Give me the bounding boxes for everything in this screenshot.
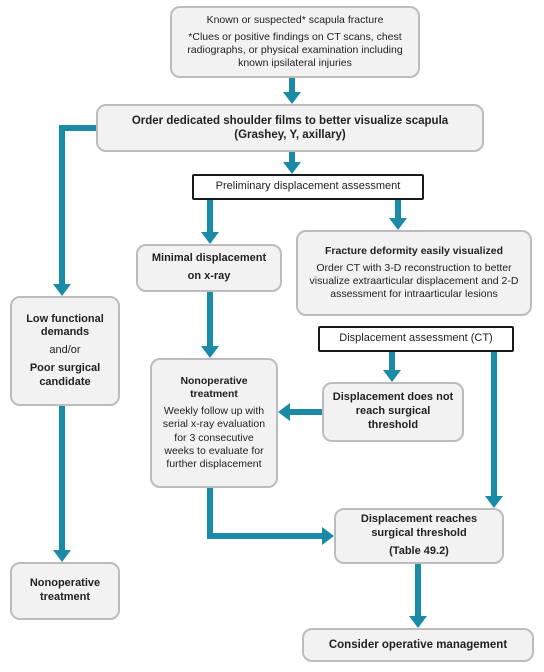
arrow-segment (62, 125, 96, 131)
node-n2: Order dedicated shoulder films to better… (96, 104, 484, 152)
node-n7-line-0: Low functional demands (20, 313, 110, 341)
arrow-head-down-icon (389, 218, 407, 230)
arrow-segment (289, 152, 295, 162)
arrow-segment (207, 533, 322, 539)
node-n10-line-1: (Table 49.2) (389, 545, 449, 559)
node-n3: Preliminary displacement assessment (192, 174, 424, 200)
node-n6: Displacement assessment (CT) (318, 326, 514, 352)
node-n12-line-0: Consider operative management (329, 638, 507, 652)
node-n7-line-1: and/or (49, 344, 80, 358)
flowchart-canvas: Known or suspected* scapula fracture *Clu… (0, 0, 544, 672)
node-n8-line-1: Weekly follow up with serial x-ray evalu… (160, 405, 268, 471)
arrow-head-right-icon (322, 527, 334, 545)
arrow-segment (207, 488, 213, 536)
arrow-head-left-icon (278, 403, 290, 421)
arrow-segment (395, 200, 401, 218)
node-n1-line-0: Known or suspected* scapula fracture (207, 14, 384, 27)
arrow-head-down-icon (409, 616, 427, 628)
arrow-segment (389, 352, 395, 370)
node-n7-line-2: Poor surgical candidate (20, 362, 110, 390)
arrow-head-down-icon (485, 496, 503, 508)
arrow-head-down-icon (383, 370, 401, 382)
arrow-segment (290, 409, 322, 415)
arrow-head-down-icon (53, 284, 71, 296)
node-n1: Known or suspected* scapula fracture *Clu… (170, 6, 420, 78)
arrow-head-down-icon (201, 232, 219, 244)
node-n5-line-1: Order CT with 3-D reconstruction to bett… (306, 262, 522, 301)
node-n1-line-1: *Clues or positive findings on CT scans,… (180, 31, 410, 70)
node-n4-line-0: Minimal displacement (152, 252, 266, 266)
node-n12: Consider operative management (302, 628, 534, 662)
node-n11-line-0: Nonoperative treatment (20, 577, 110, 605)
node-n5-line-0: Fracture deformity easily visualized (325, 245, 503, 258)
node-n6-line-0: Displacement assessment (CT) (339, 332, 492, 346)
arrow-head-down-icon (283, 162, 301, 174)
arrow-segment (207, 200, 213, 232)
node-n10: Displacement reaches surgical threshold (… (334, 508, 504, 564)
arrow-segment (491, 352, 497, 496)
node-n5: Fracture deformity easily visualized Orde… (296, 230, 532, 316)
node-n2-line-0: Order dedicated shoulder films to better… (106, 114, 474, 143)
node-n9-line-0: Displacement does not reach surgical thr… (332, 391, 454, 432)
arrow-segment (289, 78, 295, 92)
arrow-segment (207, 292, 213, 346)
arrow-segment (59, 125, 65, 284)
arrow-head-down-icon (201, 346, 219, 358)
node-n11: Nonoperative treatment (10, 562, 120, 620)
node-n4: Minimal displacement on x-ray (136, 244, 282, 292)
arrow-head-down-icon (53, 550, 71, 562)
arrow-segment (59, 406, 65, 550)
arrow-head-down-icon (283, 92, 301, 104)
node-n3-line-0: Preliminary displacement assessment (216, 180, 401, 194)
node-n4-line-1: on x-ray (188, 270, 231, 284)
node-n8: Nonoperative treatment Weekly follow up w… (150, 358, 278, 488)
node-n10-line-0: Displacement reaches surgical threshold (344, 513, 494, 541)
node-n8-line-0: Nonoperative treatment (160, 375, 268, 401)
arrow-segment (415, 564, 421, 616)
node-n9: Displacement does not reach surgical thr… (322, 382, 464, 442)
node-n7: Low functional demands and/or Poor surgica… (10, 296, 120, 406)
